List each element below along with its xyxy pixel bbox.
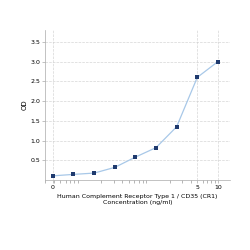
X-axis label: Human Complement Receptor Type 1 / CD35 (CR1)
Concentration (ng/ml): Human Complement Receptor Type 1 / CD35 … — [57, 194, 218, 205]
Y-axis label: OD: OD — [22, 100, 28, 110]
